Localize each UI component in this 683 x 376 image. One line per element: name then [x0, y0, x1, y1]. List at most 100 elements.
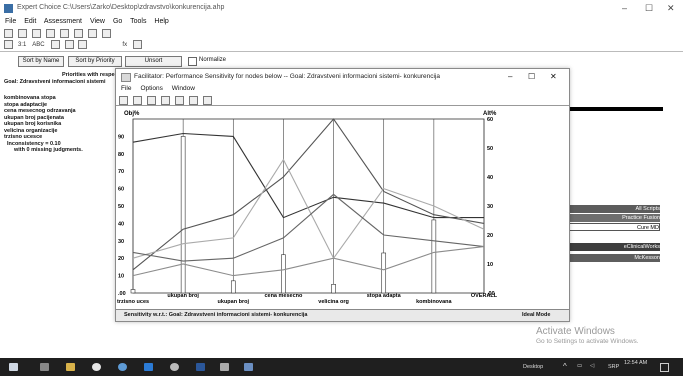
close-graph-icon[interactable]	[202, 96, 212, 105]
notifications-icon[interactable]	[660, 363, 669, 372]
series-line-3	[132, 193, 485, 262]
clock-time[interactable]: 12:54 AM	[624, 360, 648, 366]
legend-mckesson[interactable]: McKesson	[564, 254, 660, 262]
criterion-item[interactable]: ukupan broj pacijenata	[4, 114, 64, 121]
two-d-graph-icon[interactable]	[174, 96, 184, 105]
legend-all-scripts[interactable]: All Scripts	[564, 205, 660, 213]
media-icon[interactable]	[170, 363, 179, 371]
category-label: cena mesecno	[264, 293, 303, 299]
legend-label: eClinicalWorks	[623, 244, 660, 250]
save-icon[interactable]	[31, 29, 41, 38]
menu-assessment[interactable]: Assessment	[43, 18, 82, 25]
network-icon[interactable]: ▭	[577, 363, 583, 369]
dialog-minimize-button[interactable]: –	[508, 72, 513, 81]
right-tick-label: 10	[487, 262, 493, 268]
chrome-icon[interactable]	[92, 363, 101, 371]
head-to-head-icon[interactable]	[160, 96, 170, 105]
maximize-button[interactable]: ☐	[645, 3, 654, 13]
desktop-toolbar-label[interactable]: Desktop	[523, 364, 544, 370]
legend-cure-md[interactable]: Cure MD	[564, 223, 660, 231]
new-file-icon[interactable]	[4, 29, 13, 38]
dialog-maximize-button[interactable]: ☐	[528, 72, 536, 81]
criterion-item[interactable]: velicina organizacije	[4, 127, 58, 134]
criterion-item[interactable]: cena mesecnog odrzavanja	[4, 108, 76, 114]
formula-label[interactable]: fx	[122, 42, 128, 49]
maps-icon[interactable]	[118, 363, 127, 371]
gradient-graph-icon[interactable]	[146, 96, 156, 105]
menu-view[interactable]: View	[89, 18, 105, 25]
print-preview-icon[interactable]	[59, 29, 69, 38]
alternative-lines	[132, 118, 485, 277]
dialog-menu-file[interactable]: File	[121, 85, 132, 92]
task-view-icon[interactable]	[40, 363, 49, 371]
language-indicator[interactable]: SRP	[608, 364, 620, 370]
settings-icon[interactable]	[220, 363, 229, 371]
category-label: OVERALL	[471, 293, 498, 299]
open-folder-icon[interactable]	[17, 29, 27, 38]
tray-chevron-icon[interactable]: ^	[563, 362, 567, 371]
menu-file[interactable]: File	[5, 18, 17, 25]
criterion-item[interactable]: kombinovana stopa	[4, 95, 56, 101]
legend-practice-fusion[interactable]: Practice Fusion	[564, 214, 660, 222]
print-graph-icon[interactable]	[188, 96, 198, 105]
menu-edit[interactable]: Edit	[24, 18, 37, 25]
file-explorer-icon[interactable]	[66, 363, 75, 371]
print-icon[interactable]	[45, 29, 55, 38]
menu-go[interactable]: Go	[112, 18, 123, 25]
objective-bar	[381, 252, 387, 294]
criterion-item[interactable]: stopa adaptacije	[4, 101, 48, 108]
plot-frame	[132, 118, 485, 294]
criterion-item[interactable]: trzisno ucesce	[4, 134, 43, 140]
legend-eclinicalworks[interactable]: eClinicalWorks	[564, 243, 660, 251]
left-tick-label: .00	[118, 291, 126, 297]
unsort-button[interactable]: Unsort	[125, 56, 182, 67]
status-sensitivity-text: Sensitivity w.r.t.: Goal: Zdravstveni in…	[124, 312, 308, 318]
expert-choice-taskbar-icon[interactable]	[244, 363, 253, 371]
activate-subtitle: Go to Settings to activate Windows.	[536, 338, 639, 345]
dialog-menu-window[interactable]: Window	[171, 85, 195, 92]
graph-mode-icon[interactable]	[50, 40, 60, 49]
objective-bar	[130, 289, 136, 294]
normalize-checkbox[interactable]	[188, 57, 197, 66]
normalize-label: Normalize	[199, 57, 227, 63]
sort-by-name-button[interactable]: Sort by Name	[18, 56, 64, 67]
dialog-menu-options[interactable]: Options	[140, 85, 163, 92]
sort-by-priority-button[interactable]: Sort by Priority	[68, 56, 122, 67]
font-style-icon[interactable]	[101, 29, 111, 38]
missing-judgments-text: with 0 missing judgments.	[14, 147, 83, 153]
right-tick-label: 40	[487, 175, 493, 181]
series-line-0	[132, 132, 484, 219]
right-tick-label: 30	[487, 204, 493, 210]
performance-graph-icon[interactable]	[119, 96, 128, 105]
font-size-icon[interactable]	[87, 29, 97, 38]
toolbar-assessment: 3:1 ABC fx	[0, 40, 683, 52]
legend-label: All Scripts	[635, 206, 660, 212]
questionnaire-icon[interactable]	[64, 40, 74, 49]
dialog-close-button[interactable]: ✕	[550, 72, 557, 81]
series-line-4	[132, 246, 485, 277]
menu-help[interactable]: Help	[154, 18, 169, 25]
pairwise-icon[interactable]	[4, 40, 13, 49]
menu-tools[interactable]: Tools	[130, 18, 147, 25]
verbal-mode-label[interactable]: ABC	[32, 42, 45, 49]
category-label: velicina org	[318, 299, 349, 305]
volume-icon[interactable]: ◁	[590, 363, 595, 369]
numerical-mode-label[interactable]: 3:1	[17, 42, 27, 49]
add-node-icon[interactable]	[73, 29, 83, 38]
skype-icon[interactable]	[144, 363, 153, 371]
rating-icon[interactable]	[78, 40, 88, 49]
dialog-app-icon	[121, 73, 131, 82]
start-icon[interactable]	[9, 363, 18, 371]
criterion-item[interactable]: ukupan broj korisnika	[4, 121, 62, 127]
left-tick-label: 70	[118, 169, 124, 175]
grid-icon[interactable]	[133, 40, 143, 49]
dynamic-graph-icon[interactable]	[132, 96, 142, 105]
right-tick-label: 50	[487, 146, 493, 152]
minimize-button[interactable]: –	[622, 3, 628, 13]
close-button[interactable]: ✕	[667, 3, 675, 13]
dialog-title: Facilitator: Performance Sensitivity for…	[134, 73, 440, 80]
objective-bars	[130, 136, 437, 294]
activate-title: Activate Windows	[536, 326, 615, 337]
series-line-1	[132, 118, 485, 271]
word-icon[interactable]	[196, 363, 205, 371]
